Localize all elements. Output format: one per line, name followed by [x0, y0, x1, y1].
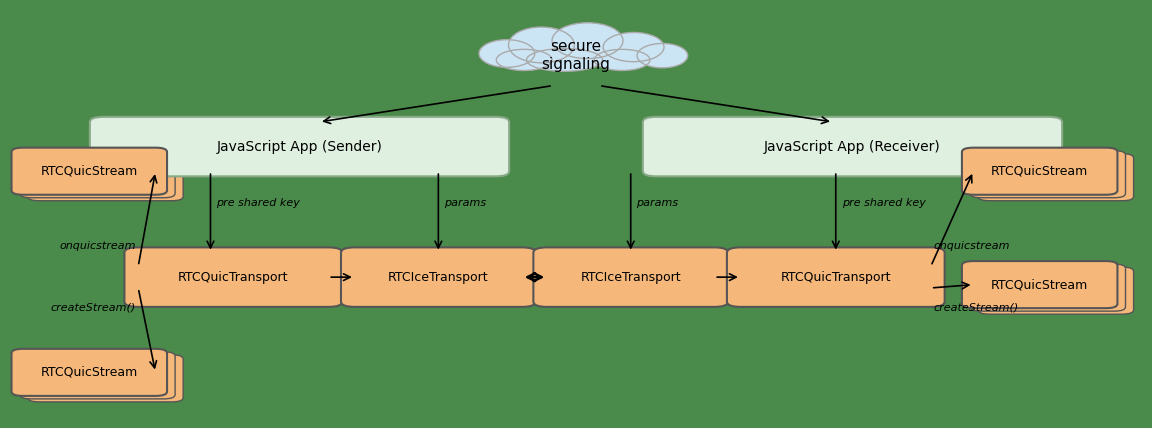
Text: onquicstream: onquicstream [60, 241, 136, 251]
FancyBboxPatch shape [124, 247, 342, 307]
Text: RTCIceTransport: RTCIceTransport [388, 270, 488, 284]
Ellipse shape [479, 40, 535, 67]
Text: pre shared key: pre shared key [217, 198, 301, 208]
FancyBboxPatch shape [643, 117, 1062, 176]
Text: secure
signaling: secure signaling [541, 39, 611, 72]
FancyBboxPatch shape [28, 154, 183, 201]
Text: RTCQuicTransport: RTCQuicTransport [781, 270, 890, 284]
Ellipse shape [508, 27, 575, 63]
Text: pre shared key: pre shared key [841, 198, 925, 208]
Text: RTCQuicTransport: RTCQuicTransport [179, 270, 288, 284]
Text: RTCQuicStream: RTCQuicStream [40, 366, 138, 379]
Ellipse shape [526, 48, 602, 71]
Ellipse shape [604, 33, 664, 62]
Text: JavaScript App (Receiver): JavaScript App (Receiver) [764, 140, 941, 154]
FancyBboxPatch shape [962, 148, 1117, 195]
Text: RTCQuicStream: RTCQuicStream [991, 278, 1089, 291]
Ellipse shape [497, 49, 552, 71]
Ellipse shape [552, 23, 623, 59]
Text: RTCIceTransport: RTCIceTransport [581, 270, 681, 284]
Text: createStream(): createStream() [933, 303, 1018, 313]
Text: onquicstream: onquicstream [933, 241, 1009, 251]
Text: createStream(): createStream() [51, 303, 136, 313]
FancyBboxPatch shape [90, 117, 509, 176]
FancyBboxPatch shape [962, 261, 1117, 308]
Text: params: params [445, 198, 486, 208]
FancyBboxPatch shape [28, 355, 183, 402]
FancyBboxPatch shape [341, 247, 536, 307]
FancyBboxPatch shape [970, 264, 1126, 311]
Text: RTCQuicStream: RTCQuicStream [40, 165, 138, 178]
FancyBboxPatch shape [727, 247, 945, 307]
Text: JavaScript App (Sender): JavaScript App (Sender) [217, 140, 382, 154]
FancyBboxPatch shape [12, 148, 167, 195]
FancyBboxPatch shape [978, 267, 1134, 314]
FancyBboxPatch shape [533, 247, 728, 307]
Text: RTCQuicStream: RTCQuicStream [991, 165, 1089, 178]
FancyBboxPatch shape [20, 151, 175, 198]
FancyBboxPatch shape [20, 352, 175, 399]
FancyBboxPatch shape [970, 151, 1126, 198]
FancyBboxPatch shape [978, 154, 1134, 201]
FancyBboxPatch shape [12, 349, 167, 396]
Text: params: params [636, 198, 679, 208]
Ellipse shape [594, 49, 650, 71]
Ellipse shape [637, 44, 688, 68]
